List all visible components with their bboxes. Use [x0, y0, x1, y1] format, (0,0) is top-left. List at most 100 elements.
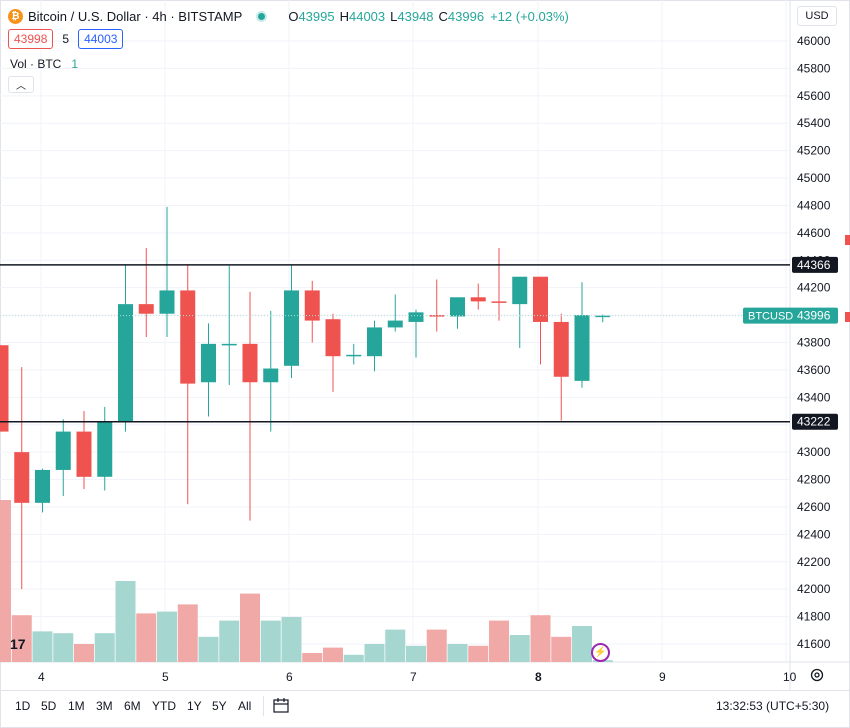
- y-tick-label: 45400: [797, 116, 831, 130]
- candle-body[interactable]: [595, 315, 611, 318]
- volume-bar[interactable]: [136, 613, 157, 662]
- volume-bar[interactable]: [198, 636, 219, 662]
- candle-body[interactable]: [533, 276, 548, 322]
- candle-body[interactable]: [263, 368, 279, 383]
- candle-body[interactable]: [0, 345, 9, 432]
- candle-body[interactable]: [325, 319, 341, 357]
- tradingview-logo-icon[interactable]: 17: [10, 636, 26, 652]
- volume-bar[interactable]: [74, 644, 94, 662]
- range-1m-button[interactable]: 1M: [68, 699, 85, 713]
- range-6m-button[interactable]: 6M: [124, 699, 141, 713]
- range-5d-button[interactable]: 5D: [41, 699, 57, 713]
- x-tick-label: 10: [783, 670, 797, 684]
- candle-body[interactable]: [284, 290, 299, 366]
- volume-bar[interactable]: [53, 633, 74, 662]
- lightning-icon[interactable]: ⚡: [591, 643, 610, 662]
- candle-body[interactable]: [55, 431, 71, 470]
- volume-bar[interactable]: [551, 636, 572, 662]
- settings-icon[interactable]: [810, 668, 824, 682]
- volume-bar[interactable]: [343, 654, 364, 662]
- bid-ask-row: 43998 5 44003: [8, 29, 124, 49]
- candle-body[interactable]: [180, 290, 196, 384]
- low-value: 43948: [397, 8, 434, 24]
- volume-bar[interactable]: [364, 644, 385, 662]
- y-tick-label: 45600: [797, 89, 831, 103]
- candle-body[interactable]: [429, 315, 445, 317]
- volume-legend[interactable]: Vol · BTC 1: [10, 57, 78, 71]
- currency-button[interactable]: USD: [797, 6, 837, 26]
- volume-bar[interactable]: [219, 620, 240, 662]
- alert-marker[interactable]: [845, 235, 850, 245]
- x-tick-label: 9: [659, 670, 666, 684]
- range-all-button[interactable]: All: [238, 699, 252, 713]
- candle-body[interactable]: [491, 301, 507, 303]
- volume-bar[interactable]: [157, 611, 177, 662]
- volume-bar[interactable]: [447, 644, 468, 662]
- last-price-label-bg: [743, 307, 838, 324]
- volume-bar[interactable]: [406, 645, 426, 662]
- symbol-title[interactable]: Bitcoin / U.S. Dollar · 4h · BITSTAMP: [28, 8, 243, 24]
- volume-value: 1: [71, 57, 79, 71]
- candle-body[interactable]: [346, 354, 362, 357]
- price-marker[interactable]: [845, 312, 850, 322]
- horizontal-line-label: 44366: [797, 258, 831, 272]
- x-tick-label: 4: [38, 670, 45, 684]
- candle-body[interactable]: [304, 290, 320, 321]
- high-key: H: [339, 8, 349, 24]
- candle-body[interactable]: [14, 452, 30, 503]
- volume-bar[interactable]: [94, 633, 115, 662]
- horizontal-line-label: 43222: [797, 415, 831, 429]
- market-status-icon[interactable]: [256, 10, 268, 22]
- toolbar-divider: [263, 696, 264, 716]
- candle-body[interactable]: [138, 304, 154, 314]
- candle-body[interactable]: [450, 297, 465, 317]
- candle-body[interactable]: [76, 431, 92, 477]
- candle-body[interactable]: [35, 469, 50, 503]
- volume-bar[interactable]: [240, 593, 260, 662]
- candle-body[interactable]: [512, 276, 528, 305]
- volume-bar[interactable]: [385, 629, 406, 662]
- candle-body[interactable]: [97, 421, 113, 477]
- candle-body[interactable]: [408, 312, 424, 322]
- ask-button[interactable]: 44003: [78, 29, 124, 49]
- volume-bar[interactable]: [0, 500, 11, 662]
- candle-body[interactable]: [201, 343, 216, 383]
- candle-body[interactable]: [574, 315, 590, 381]
- volume-bar[interactable]: [177, 604, 198, 662]
- volume-bar[interactable]: [530, 615, 551, 662]
- candle-body[interactable]: [470, 297, 486, 302]
- range-5y-button[interactable]: 5Y: [212, 699, 227, 713]
- volume-bar[interactable]: [302, 653, 323, 662]
- candle-body[interactable]: [221, 343, 237, 346]
- candle-body[interactable]: [159, 290, 175, 314]
- volume-bar[interactable]: [509, 635, 530, 662]
- candle-body[interactable]: [242, 343, 258, 383]
- volume-bar[interactable]: [281, 617, 302, 662]
- candle-body[interactable]: [367, 327, 382, 357]
- last-price-label: 43996: [797, 309, 831, 323]
- volume-bar[interactable]: [572, 626, 592, 662]
- clock-timezone[interactable]: 13:32:53 (UTC+5:30): [716, 699, 830, 713]
- spread-value: 5: [62, 32, 70, 46]
- chart-canvas[interactable]: 41600 41800 42000 42200 42400 42600 42800 43000…: [0, 0, 850, 690]
- candle-body[interactable]: [118, 304, 133, 422]
- volume-bar[interactable]: [323, 647, 343, 662]
- calendar-icon[interactable]: [272, 697, 290, 714]
- range-1y-button[interactable]: 1Y: [187, 699, 202, 713]
- volume-bar[interactable]: [32, 631, 53, 662]
- y-tick-label: 42400: [797, 527, 831, 541]
- bid-button[interactable]: 43998: [8, 29, 54, 49]
- volume-bar[interactable]: [468, 645, 489, 662]
- candle-body[interactable]: [553, 321, 569, 377]
- range-1d-button[interactable]: 1D: [15, 699, 31, 713]
- y-tick-label: 42600: [797, 500, 831, 514]
- collapse-legend-button[interactable]: ︿: [8, 76, 34, 93]
- volume-bar[interactable]: [11, 615, 32, 662]
- volume-bar[interactable]: [115, 581, 136, 662]
- candle-body[interactable]: [387, 320, 403, 328]
- range-3m-button[interactable]: 3M: [96, 699, 113, 713]
- volume-bar[interactable]: [260, 620, 281, 662]
- volume-bar[interactable]: [426, 629, 447, 662]
- range-ytd-button[interactable]: YTD: [152, 699, 176, 713]
- volume-bar[interactable]: [489, 620, 509, 662]
